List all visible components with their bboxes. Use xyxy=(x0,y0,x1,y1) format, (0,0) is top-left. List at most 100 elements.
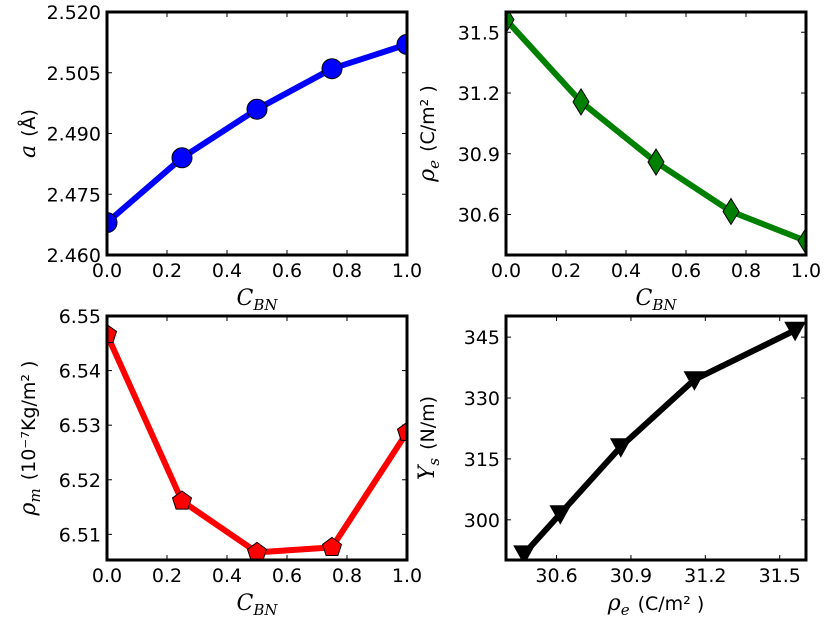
data-point xyxy=(321,536,343,556)
x-label-subscript: BN xyxy=(252,296,278,314)
y-tick-label: 330 xyxy=(464,388,500,410)
y-tick-label: 2.490 xyxy=(47,124,101,146)
data-point xyxy=(396,421,407,441)
data-point xyxy=(107,212,118,234)
y-label-symbol: Y xyxy=(415,463,440,480)
data-point xyxy=(171,490,193,510)
y-tick-label: 315 xyxy=(464,449,500,471)
y-label-unit: (C/m² ) xyxy=(417,85,439,152)
x-tick-label: 1.0 xyxy=(791,260,821,282)
data-point xyxy=(549,505,572,525)
y-tick-label: 30.6 xyxy=(458,205,500,227)
x-label-symbol: ρ xyxy=(607,591,621,616)
data-point xyxy=(797,227,806,255)
data-point xyxy=(171,147,193,169)
x-tick-label: 0.0 xyxy=(491,260,521,282)
x-tick-label: 1.0 xyxy=(392,565,422,587)
y-axis-label: a (Å) xyxy=(16,109,41,158)
y-label-unit: (N/m) xyxy=(417,396,439,450)
y-label-subscript: s xyxy=(425,458,443,466)
x-label-symbol: C xyxy=(237,286,254,311)
axes-frame xyxy=(105,10,409,257)
data-point xyxy=(246,98,268,120)
y-tick-label: 2.505 xyxy=(47,63,101,85)
x-tick-label: 30.9 xyxy=(610,565,652,587)
x-tick-label: 0.4 xyxy=(212,260,242,282)
subplot-1: 0.0 0.2 0.4 0.6 0.8 1.0 2.460 2.475 2.490 2.505 2.… xyxy=(16,2,422,314)
axes-frame xyxy=(504,10,808,257)
y-tick-label: 30.9 xyxy=(458,144,500,166)
x-tick-label: 1.0 xyxy=(392,260,422,282)
x-tick-label: 0.4 xyxy=(611,260,641,282)
y-axis-label: ρm (10⁻⁷Kg/m² ) xyxy=(16,361,44,517)
y-label-unit: (Å) xyxy=(17,109,40,137)
y-axis-label: Ys (N/m) xyxy=(415,396,443,480)
y-label-subscript: e xyxy=(425,160,443,169)
x-axis-label: CBN xyxy=(636,286,678,314)
data-point xyxy=(107,323,118,344)
data-point xyxy=(513,545,535,560)
y-label-symbol: a xyxy=(16,145,41,158)
y-label-subscript: m xyxy=(26,488,44,502)
markers xyxy=(513,321,806,560)
y-label-unit: (10⁻⁷Kg/m² ) xyxy=(18,361,40,481)
y-tick-label: 2.475 xyxy=(47,184,101,206)
x-tick-label: 0.8 xyxy=(332,260,362,282)
x-axis-label: ρe (C/m² ) xyxy=(607,591,705,619)
data-point xyxy=(321,58,343,80)
markers xyxy=(107,33,407,234)
x-tick-label: 0.4 xyxy=(212,565,242,587)
y-label-symbol: ρ xyxy=(16,502,41,516)
data-point xyxy=(246,541,268,560)
x-label-subscript: e xyxy=(621,601,630,619)
y-tick-label: 6.55 xyxy=(59,306,101,328)
series-line xyxy=(107,333,407,556)
markers xyxy=(506,12,806,255)
x-tick-label: 0.6 xyxy=(272,260,302,282)
x-label-symbol: C xyxy=(237,591,254,616)
x-label-symbol: C xyxy=(636,286,653,311)
data-point xyxy=(647,148,665,177)
y-tick-label: 300 xyxy=(464,510,500,532)
x-axis-label: CBN xyxy=(237,286,279,314)
axes-frame xyxy=(504,314,808,562)
y-tick-label: 6.54 xyxy=(59,361,101,383)
data-point xyxy=(506,12,515,34)
y-tick-label: 2.520 xyxy=(47,2,101,24)
data-point xyxy=(784,321,806,342)
y-tick-label: 31.2 xyxy=(458,83,500,105)
x-tick-label: 31.2 xyxy=(684,565,726,587)
y-tick-label: 2.460 xyxy=(47,245,101,267)
data-point xyxy=(609,438,632,458)
y-axis-label: ρe (C/m² ) xyxy=(415,85,443,183)
x-tick-label: 0.2 xyxy=(551,260,581,282)
subplot-3: 0.0 0.2 0.4 0.6 0.8 1.0 6.51 6.52 6.53 6.54 6.55 CB… xyxy=(16,306,422,619)
series-line xyxy=(521,327,797,556)
data-point xyxy=(396,33,407,55)
data-point xyxy=(572,87,590,116)
x-tick-label: 0.2 xyxy=(152,565,182,587)
y-label-symbol: ρ xyxy=(415,169,440,183)
markers xyxy=(107,323,407,560)
x-tick-label: 0.8 xyxy=(731,260,761,282)
y-tick-label: 6.52 xyxy=(59,470,101,492)
x-label-subscript: BN xyxy=(252,601,278,619)
data-point xyxy=(683,371,706,391)
y-tick-label: 345 xyxy=(464,327,500,349)
x-tick-label: 31.5 xyxy=(759,565,801,587)
x-tick-label: 0.6 xyxy=(671,260,701,282)
x-label-subscript: BN xyxy=(651,296,677,314)
x-tick-label: 0.0 xyxy=(92,565,122,587)
y-tick-label: 6.53 xyxy=(59,415,101,437)
x-tick-label: 30.6 xyxy=(535,565,577,587)
x-tick-label: 0.6 xyxy=(272,565,302,587)
series-line xyxy=(506,17,806,244)
subplot-4: 30.6 30.9 31.2 31.5 300 315 330 345 ρe (C/m² ) Ys (… xyxy=(415,314,808,619)
x-tick-label: 0.2 xyxy=(152,260,182,282)
subplot-2: 0.0 0.2 0.4 0.6 0.8 1.0 30.6 30.9 31.2 31.5 CBN ρe (… xyxy=(415,10,821,314)
x-axis-label: CBN xyxy=(237,591,279,619)
data-point xyxy=(722,197,740,226)
x-tick-label: 0.0 xyxy=(92,260,122,282)
x-tick-label: 0.8 xyxy=(332,565,362,587)
